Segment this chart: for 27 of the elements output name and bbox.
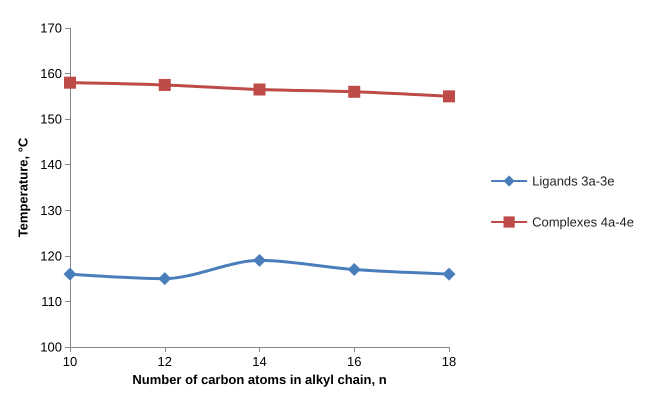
x-tick-label: 14 bbox=[252, 354, 267, 369]
y-tick-label: 130 bbox=[40, 202, 62, 218]
y-tick-label: 100 bbox=[40, 340, 62, 354]
y-axis-title: Temperature, °C bbox=[15, 137, 30, 238]
point bbox=[254, 84, 266, 96]
x-tick-label: 10 bbox=[62, 354, 78, 369]
point bbox=[253, 254, 266, 267]
x-tick-label: 16 bbox=[347, 354, 362, 369]
x-tick-label: 18 bbox=[442, 354, 456, 369]
point bbox=[158, 272, 172, 286]
x-axis-title: Number of carbon atoms in alkyl chain, n bbox=[132, 372, 387, 387]
legend-label: Ligands 3a-3e bbox=[532, 174, 615, 188]
point bbox=[348, 86, 360, 98]
point bbox=[442, 268, 456, 281]
legend-label: Complexes 4a-4e bbox=[532, 214, 634, 230]
y-tick-label: 120 bbox=[40, 248, 62, 264]
y-tick-label: 160 bbox=[40, 66, 62, 82]
y-tick-label: 170 bbox=[40, 20, 62, 36]
point bbox=[443, 90, 455, 102]
x-tick-label: 12 bbox=[158, 354, 172, 369]
point bbox=[158, 78, 171, 91]
y-tick-label: 150 bbox=[40, 112, 62, 127]
point bbox=[64, 76, 76, 89]
point bbox=[64, 268, 76, 281]
y-tick-label: 140 bbox=[40, 157, 62, 172]
point bbox=[348, 263, 361, 276]
y-tick-label: 110 bbox=[41, 294, 62, 309]
